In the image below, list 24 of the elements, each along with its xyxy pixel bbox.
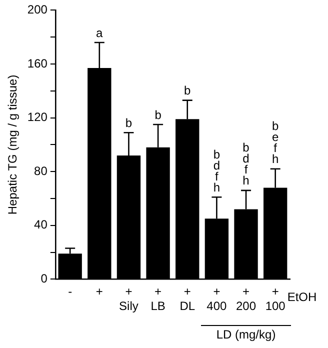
annotation: b	[184, 84, 192, 98]
y-tick-label: 120	[27, 110, 48, 124]
annotation: b	[125, 116, 132, 130]
y-tick-label: 40	[34, 218, 48, 232]
y-tick-label: 0	[40, 272, 48, 286]
x-tick-label: + Sily	[119, 284, 138, 314]
y-tick-label: 200	[27, 2, 48, 17]
x-tick-label: +	[96, 284, 103, 299]
text: LD (mg/kg)	[216, 327, 276, 342]
x-tick-label: + 200	[236, 284, 256, 314]
x-tick-label: + DL	[180, 284, 196, 314]
x-tick-label: + 100	[265, 284, 286, 314]
y-tick-label: 80	[34, 164, 48, 178]
y-tick-label: 160	[27, 56, 48, 70]
annotation: a	[96, 26, 104, 40]
annotation: b e f h	[272, 119, 279, 166]
annotation: b d f h	[213, 147, 220, 194]
text: EtOH	[287, 290, 317, 304]
x-tick-label: + 400	[206, 284, 228, 314]
y-axis-title: Hepatic TG (mg / g tissue)	[6, 74, 20, 215]
annotation: b d f h	[242, 140, 250, 188]
x-tick-label: + LB	[150, 284, 166, 314]
annotation: b	[154, 108, 162, 122]
x-tick-label: -	[68, 284, 72, 299]
